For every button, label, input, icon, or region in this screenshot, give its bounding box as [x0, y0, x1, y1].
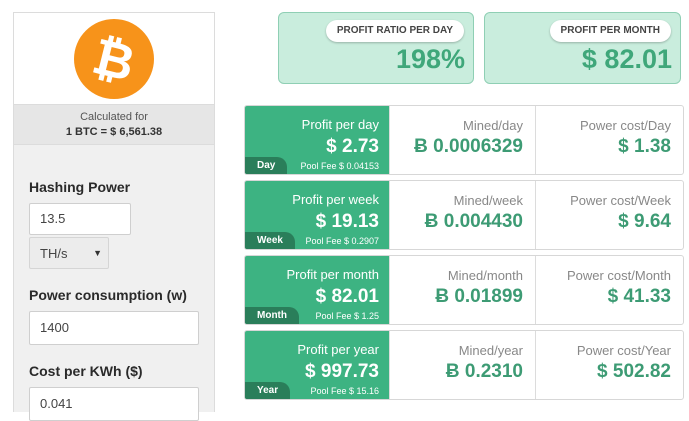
mined-value: Ƀ 0.01899	[435, 286, 523, 307]
power-cost-cell: Power cost/Year $ 502.82	[535, 331, 683, 399]
profit-label: Profit per week	[292, 192, 379, 207]
profit-label: Profit per month	[286, 267, 380, 282]
mined-cell: Mined/day Ƀ 0.0006329	[389, 106, 535, 174]
profit-month-card: PROFIT PER MONTH $ 82.01	[484, 12, 681, 84]
row-year: Profit per year $ 997.73 Pool Fee $ 15.1…	[244, 330, 684, 400]
pool-fee: Pool Fee $ 0.04153	[300, 161, 379, 171]
profit-month-label: PROFIT PER MONTH	[549, 20, 671, 42]
hashing-unit-select[interactable]: TH/s ▼	[29, 237, 109, 269]
mined-cell: Mined/week Ƀ 0.004430	[389, 181, 535, 249]
power-cost-label: Power cost/Year	[576, 343, 671, 358]
profit-cell: Profit per month $ 82.01 Pool Fee $ 1.25…	[245, 256, 389, 324]
chevron-down-icon: ▼	[93, 248, 102, 258]
power-cost-value: $ 9.64	[618, 211, 671, 232]
mined-cell: Mined/year Ƀ 0.2310	[389, 331, 535, 399]
mined-value: Ƀ 0.004430	[424, 211, 523, 232]
bitcoin-logo-icon: ₿	[74, 18, 154, 99]
row-day: Profit per day $ 2.73 Pool Fee $ 0.04153…	[244, 105, 684, 175]
profit-month-value: $ 82.01	[581, 44, 672, 74]
period-tag: Year	[245, 382, 291, 399]
btc-rate: 1 BTC = $ 6,561.38	[65, 126, 163, 138]
mined-cell: Mined/month Ƀ 0.01899	[389, 256, 535, 324]
svg-text:₿: ₿	[87, 26, 141, 92]
profit-cell: Profit per week $ 19.13 Pool Fee $ 0.290…	[245, 181, 389, 249]
mined-label: Mined/day	[463, 118, 523, 133]
hashing-unit-value: TH/s	[40, 245, 68, 261]
period-tag: Month	[245, 307, 299, 324]
row-week: Profit per week $ 19.13 Pool Fee $ 0.290…	[244, 180, 684, 250]
mined-label: Mined/month	[447, 268, 523, 283]
pool-fee: Pool Fee $ 15.16	[310, 386, 379, 396]
profit-cell: Profit per day $ 2.73 Pool Fee $ 0.04153…	[245, 106, 389, 174]
hashing-power-input[interactable]: 13.5	[29, 203, 131, 235]
calculator-panel: ₿ Calculated for 1 BTC = $ 6,561.38 Hash…	[13, 12, 215, 421]
period-tag: Day	[245, 157, 288, 174]
calculator-form: Hashing Power 13.5 TH/s ▼ Power consumpt…	[14, 179, 214, 421]
power-cost-cell: Power cost/Day $ 1.38	[535, 106, 683, 174]
power-consumption-label: Power consumption (w)	[29, 287, 187, 303]
power-cost-value: $ 1.38	[618, 136, 671, 157]
pool-fee: Pool Fee $ 1.25	[315, 311, 379, 321]
mined-value: Ƀ 0.0006329	[414, 136, 523, 157]
profit-ratio-card: PROFIT RATIO PER DAY 198%	[278, 12, 474, 84]
profit-value: $ 82.01	[315, 286, 379, 307]
power-cost-cell: Power cost/Week $ 9.64	[535, 181, 683, 249]
profit-value: $ 19.13	[315, 211, 379, 232]
power-cost-cell: Power cost/Month $ 41.33	[535, 256, 683, 324]
logo-area: ₿	[14, 13, 214, 105]
power-cost-label: Power cost/Month	[566, 268, 671, 283]
power-cost-label: Power cost/Week	[570, 193, 671, 208]
exchange-rate-box: Calculated for 1 BTC = $ 6,561.38	[14, 105, 214, 145]
mined-label: Mined/week	[453, 193, 523, 208]
profit-value: $ 997.73	[305, 361, 379, 382]
power-consumption-input[interactable]: 1400	[29, 311, 199, 345]
profit-cell: Profit per year $ 997.73 Pool Fee $ 15.1…	[245, 331, 389, 399]
profit-label: Profit per day	[301, 117, 379, 132]
mined-label: Mined/year	[458, 343, 523, 358]
profit-label: Profit per year	[297, 342, 379, 357]
cost-per-kwh-label: Cost per KWh ($)	[29, 363, 143, 379]
period-tag: Week	[245, 232, 295, 249]
profit-ratio-value: 198%	[395, 44, 465, 74]
mined-value: Ƀ 0.2310	[445, 361, 523, 382]
power-cost-label: Power cost/Day	[579, 118, 671, 133]
profit-value: $ 2.73	[326, 136, 379, 157]
calculated-for-label: Calculated for	[80, 111, 148, 123]
cost-per-kwh-input[interactable]: 0.041	[29, 387, 199, 421]
profit-ratio-label: PROFIT RATIO PER DAY	[325, 20, 464, 42]
power-cost-value: $ 41.33	[607, 286, 671, 307]
hashing-power-label: Hashing Power	[29, 179, 131, 195]
power-cost-value: $ 502.82	[597, 361, 671, 382]
row-month: Profit per month $ 82.01 Pool Fee $ 1.25…	[244, 255, 684, 325]
pool-fee: Pool Fee $ 0.2907	[305, 236, 379, 246]
